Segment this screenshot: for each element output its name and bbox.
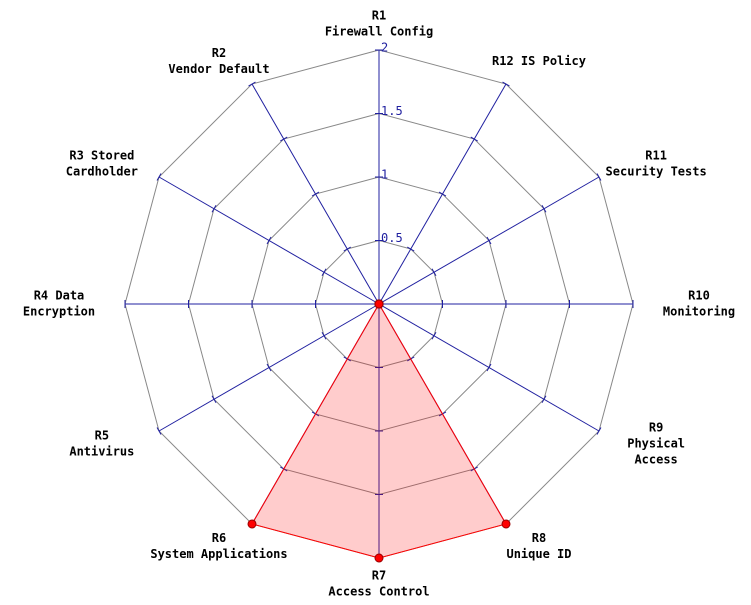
data-point <box>247 519 257 529</box>
axis-line <box>378 176 600 305</box>
tick-label: 0.5 <box>381 231 403 245</box>
axis-line <box>158 303 380 432</box>
axis-label: Encryption <box>23 305 95 319</box>
data-point <box>501 519 511 529</box>
axis-line <box>251 83 380 305</box>
data-area <box>251 302 507 559</box>
axis-label: R11 <box>645 149 667 163</box>
axis-label: Monitoring <box>663 305 735 319</box>
axis-label: Unique ID <box>506 547 571 561</box>
tick-label: 1 <box>381 168 388 182</box>
axis-label: R5 <box>95 429 109 443</box>
axis-label: Antivirus <box>69 445 134 459</box>
tick-label: 1.5 <box>381 104 403 118</box>
axis-label: Firewall Config <box>325 25 433 39</box>
axis-label: R2 <box>212 46 226 60</box>
axis-label: Cardholder <box>66 165 138 179</box>
axis-line <box>158 176 380 305</box>
data-point <box>374 299 384 309</box>
axis-label: R8 <box>532 531 546 545</box>
axis-label: System Applications <box>150 547 287 561</box>
tick-label: 2 <box>381 41 388 55</box>
axis-line <box>378 83 507 305</box>
axis-label: R3 Stored <box>69 149 134 163</box>
axis-label: R9 <box>649 421 663 435</box>
axis-label: R10 <box>688 289 710 303</box>
axis-label: R7 <box>372 569 386 583</box>
axis-label: R1 <box>372 9 386 23</box>
axis-label: R12 IS Policy <box>492 54 586 68</box>
axis-label: R6 <box>212 531 226 545</box>
axis-label: Access <box>634 453 677 467</box>
axis-label: Physical <box>627 437 685 451</box>
data-point <box>374 553 384 563</box>
axis-label: Security Tests <box>606 165 707 179</box>
axis-label: Vendor Default <box>168 62 269 76</box>
axis-label: Access Control <box>328 585 429 599</box>
axis-label: R4 Data <box>34 289 85 303</box>
axis-line <box>378 303 600 432</box>
